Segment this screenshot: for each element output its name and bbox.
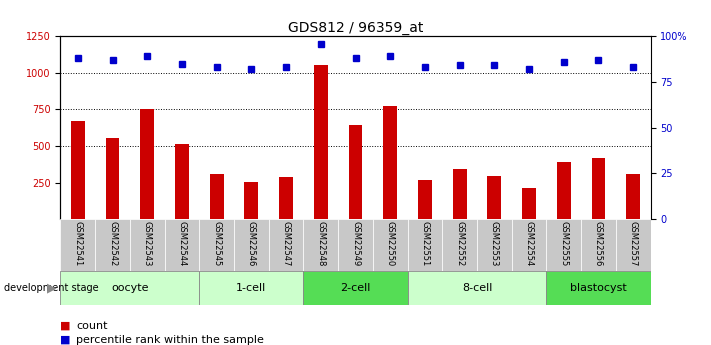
Bar: [304, 271, 407, 305]
Bar: [383, 106, 397, 219]
Bar: [245, 182, 258, 219]
Bar: [488, 176, 501, 219]
Bar: [105, 138, 119, 219]
Bar: [581, 219, 616, 271]
Text: GSM22554: GSM22554: [525, 221, 533, 266]
Bar: [592, 158, 606, 219]
Text: GSM22550: GSM22550: [385, 221, 395, 266]
Text: GSM22551: GSM22551: [420, 221, 429, 266]
Text: percentile rank within the sample: percentile rank within the sample: [76, 335, 264, 345]
Bar: [453, 169, 466, 219]
Text: 2-cell: 2-cell: [341, 283, 370, 293]
Bar: [557, 162, 571, 219]
Text: ■: ■: [60, 321, 71, 331]
Text: GSM22555: GSM22555: [560, 221, 568, 266]
Text: GSM22552: GSM22552: [455, 221, 464, 266]
Text: GSM22557: GSM22557: [629, 221, 638, 266]
Bar: [512, 219, 547, 271]
Text: GSM22549: GSM22549: [351, 221, 360, 266]
Bar: [175, 145, 189, 219]
Text: GSM22548: GSM22548: [316, 221, 326, 266]
Bar: [140, 109, 154, 219]
Bar: [338, 219, 373, 271]
Bar: [71, 121, 85, 219]
Bar: [547, 219, 581, 271]
Bar: [304, 219, 338, 271]
Bar: [269, 219, 304, 271]
Bar: [616, 219, 651, 271]
Text: GSM22542: GSM22542: [108, 221, 117, 266]
Bar: [60, 219, 95, 271]
Bar: [279, 177, 293, 219]
Text: GSM22544: GSM22544: [178, 221, 186, 266]
Text: GSM22545: GSM22545: [212, 221, 221, 266]
Text: blastocyst: blastocyst: [570, 283, 627, 293]
Bar: [164, 219, 199, 271]
Bar: [314, 66, 328, 219]
Bar: [130, 219, 164, 271]
Bar: [407, 271, 547, 305]
Text: GSM22543: GSM22543: [143, 221, 151, 266]
Bar: [60, 271, 199, 305]
Bar: [95, 219, 130, 271]
Title: GDS812 / 96359_at: GDS812 / 96359_at: [288, 21, 423, 35]
Bar: [418, 180, 432, 219]
Bar: [234, 219, 269, 271]
Bar: [522, 188, 536, 219]
Bar: [348, 125, 363, 219]
Text: oocyte: oocyte: [111, 283, 149, 293]
Bar: [210, 175, 223, 219]
Text: GSM22546: GSM22546: [247, 221, 256, 266]
Bar: [477, 219, 512, 271]
Text: development stage: development stage: [4, 283, 98, 293]
Text: ■: ■: [60, 335, 71, 345]
Bar: [442, 219, 477, 271]
Text: ▶: ▶: [47, 282, 57, 295]
Bar: [626, 175, 640, 219]
Text: count: count: [76, 321, 107, 331]
Text: 8-cell: 8-cell: [462, 283, 492, 293]
Text: GSM22541: GSM22541: [73, 221, 82, 266]
Text: 1-cell: 1-cell: [236, 283, 267, 293]
Bar: [373, 219, 407, 271]
Bar: [547, 271, 651, 305]
Text: GSM22547: GSM22547: [282, 221, 291, 266]
Text: GSM22556: GSM22556: [594, 221, 603, 266]
Text: GSM22553: GSM22553: [490, 221, 499, 266]
Bar: [199, 219, 234, 271]
Bar: [199, 271, 304, 305]
Bar: [407, 219, 442, 271]
